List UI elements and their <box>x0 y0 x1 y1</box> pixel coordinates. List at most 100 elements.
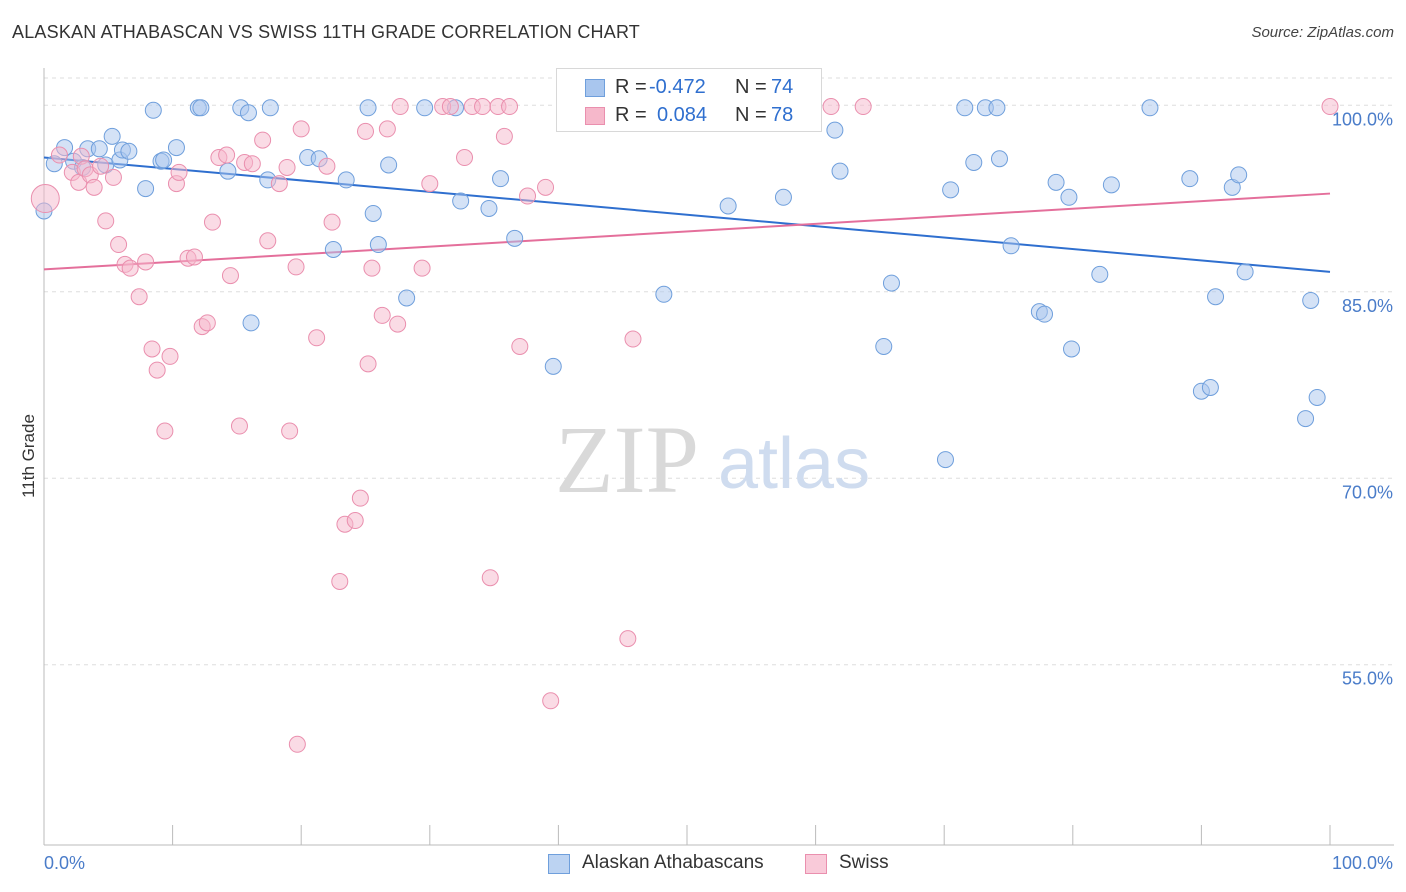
athabascan-point <box>1308 388 1326 406</box>
athabascan-point <box>1060 188 1078 206</box>
athabascan-point <box>192 99 210 117</box>
y-axis-label: 11th Grade <box>19 414 38 498</box>
swiss-point <box>351 489 369 507</box>
athabascan-point <box>242 314 260 332</box>
x-tick-label: 100.0% <box>1332 853 1393 873</box>
source-credit: Source: ZipAtlas.com <box>1251 24 1394 41</box>
athabascan-point <box>144 101 162 119</box>
legend-r-label: R = <box>615 76 647 98</box>
swiss-point <box>170 163 188 181</box>
athabascan-point <box>337 171 355 189</box>
swiss-point <box>391 98 409 116</box>
tick-labels: 100.0% 85.0% 70.0% 55.0% 0.0% 100.0% <box>44 109 1393 873</box>
athabascan-point <box>1036 305 1054 323</box>
swiss-point <box>542 692 560 710</box>
athabascan-point <box>1207 288 1225 306</box>
swiss-point <box>156 422 174 440</box>
athabascan-point <box>875 337 893 355</box>
swiss-point <box>421 175 439 193</box>
swiss-point <box>85 178 103 196</box>
swiss-point <box>259 232 277 250</box>
swiss-point <box>278 158 296 176</box>
swiss-point <box>203 213 221 231</box>
athabascan-point <box>90 140 108 158</box>
swiss-point <box>331 572 349 590</box>
watermark-zip: ZIP <box>555 406 699 513</box>
athabascan-point <box>1297 410 1315 428</box>
legend-r-label: R = <box>615 104 647 126</box>
swiss-point <box>854 98 872 116</box>
swiss-point <box>389 315 407 333</box>
swiss-point <box>198 314 216 332</box>
athabascan-point <box>261 99 279 117</box>
legend-row-swiss: R = 0.084 N = 78 <box>557 101 821 129</box>
swiss-point <box>92 157 110 175</box>
athabascan-point <box>1091 265 1109 283</box>
athabascan-point <box>1201 379 1219 397</box>
athabascan-point <box>480 199 498 217</box>
swiss-point <box>501 98 519 116</box>
athabascan-point <box>1236 263 1254 281</box>
athabascan-point <box>988 99 1006 117</box>
athabascan-point <box>103 127 121 145</box>
swiss-point <box>822 98 840 116</box>
y-tick-label: 100.0% <box>1332 109 1393 129</box>
athabascan-point <box>359 99 377 117</box>
athabascan-point <box>369 236 387 254</box>
swiss-point <box>511 337 529 355</box>
swiss-point <box>130 288 148 306</box>
swiss-point <box>254 131 272 149</box>
legend-r-value: 0.084 <box>657 104 708 126</box>
chart-title: ALASKAN ATHABASCAN VS SWISS 11TH GRADE C… <box>12 22 641 42</box>
athabascan-point <box>380 156 398 174</box>
watermark-atlas: atlas <box>718 424 870 504</box>
swiss-point <box>221 267 239 285</box>
swiss-point <box>619 630 637 648</box>
athabascan-point <box>942 181 960 199</box>
athabascan-point <box>219 162 237 180</box>
swiss-point <box>281 422 299 440</box>
watermark: ZIP atlas <box>555 406 870 513</box>
athabascan-point <box>1047 173 1065 191</box>
series-label: Alaskan Athabascans <box>582 852 764 873</box>
swiss-point <box>357 122 374 140</box>
athabascan-point <box>1302 291 1320 309</box>
swiss-point <box>137 253 155 271</box>
swiss-point <box>161 347 179 365</box>
athabascan-trend-line <box>43 156 1331 273</box>
athabascan-point <box>1102 176 1120 194</box>
swiss-point <box>110 236 128 254</box>
athabascan-point <box>324 241 342 259</box>
swiss-point <box>185 248 203 266</box>
swiss-point <box>1321 98 1339 116</box>
swiss-point <box>519 187 537 205</box>
swiss-point <box>30 184 60 214</box>
swiss-point <box>624 330 642 348</box>
legend-row-athabascan: R = -0.472 N = 74 <box>557 73 821 101</box>
swiss-point <box>363 259 381 277</box>
legend-swatch-blue <box>585 79 605 97</box>
swiss-point <box>481 569 499 587</box>
swiss-point <box>323 213 341 231</box>
athabascan-point <box>719 197 737 215</box>
swiss-point <box>292 120 310 138</box>
y-tick-label: 85.0% <box>1342 296 1393 316</box>
athabascan-point <box>1063 340 1081 358</box>
swiss-point <box>270 175 288 193</box>
athabascan-point <box>936 451 954 469</box>
legend-n-label: N = <box>735 104 767 126</box>
swiss-point <box>318 157 336 175</box>
swiss-point <box>104 168 122 186</box>
athabascan-point <box>155 151 173 169</box>
athabascan-point <box>882 274 900 292</box>
swiss-point <box>50 146 68 164</box>
swiss-point <box>288 735 306 753</box>
swiss-point <box>413 259 431 277</box>
athabascan-point <box>826 121 844 139</box>
y-tick-label: 55.0% <box>1342 669 1393 689</box>
swiss-point <box>346 512 364 530</box>
athabascan-point <box>452 192 470 210</box>
legend-n-label: N = <box>735 76 767 98</box>
swiss-point <box>474 98 492 116</box>
